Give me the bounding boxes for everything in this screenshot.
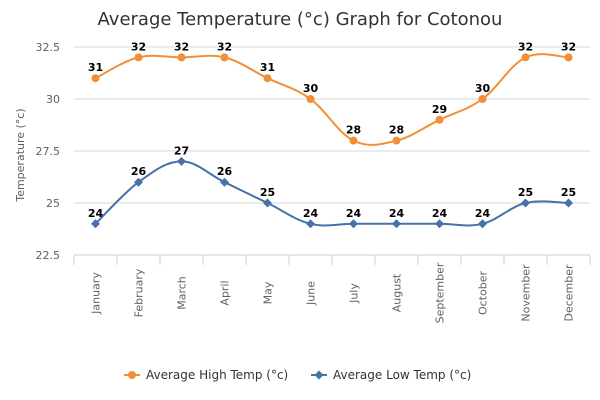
data-label: 26 xyxy=(217,165,233,178)
data-label: 31 xyxy=(260,61,275,74)
data-label: 32 xyxy=(174,40,189,53)
x-axis: January February March April May June July Augu… xyxy=(73,254,591,323)
data-label: 25 xyxy=(518,186,533,199)
series-high: 31 32 32 32 31 30 28 28 29 30 32 32 xyxy=(88,40,576,146)
data-point[interactable] xyxy=(134,53,143,62)
data-point[interactable] xyxy=(134,177,143,187)
data-point[interactable] xyxy=(177,53,186,62)
data-point[interactable] xyxy=(91,219,100,229)
x-tick-label: March xyxy=(176,276,189,310)
x-tick-label: July xyxy=(348,283,361,304)
data-label: 30 xyxy=(475,82,491,95)
data-point[interactable] xyxy=(263,198,272,208)
y-tick-label: 22.5 xyxy=(36,249,61,262)
data-point[interactable] xyxy=(435,219,444,229)
data-label: 24 xyxy=(475,207,491,220)
legend-marker[interactable] xyxy=(128,371,136,379)
data-point[interactable] xyxy=(306,95,315,103)
data-point[interactable] xyxy=(478,95,487,103)
data-point[interactable] xyxy=(478,219,487,229)
legend-marker[interactable] xyxy=(314,370,324,380)
x-tick-label: November xyxy=(520,264,533,322)
data-label: 24 xyxy=(389,207,405,220)
data-point[interactable] xyxy=(392,136,401,145)
x-tick-label: December xyxy=(563,264,576,322)
data-point[interactable] xyxy=(306,219,315,229)
data-point[interactable] xyxy=(220,177,229,187)
data-point[interactable] xyxy=(521,198,530,208)
legend-label: Average High Temp (°c) xyxy=(146,368,288,382)
data-label: 28 xyxy=(346,124,361,137)
data-point[interactable] xyxy=(392,219,401,229)
x-tick-label: October xyxy=(477,271,490,315)
series-low: 24 26 27 26 25 24 24 24 24 24 25 25 xyxy=(88,144,576,229)
data-label: 29 xyxy=(432,103,447,116)
data-label: 27 xyxy=(174,144,189,157)
data-point[interactable] xyxy=(263,74,272,83)
x-tick-label: August xyxy=(391,273,404,312)
x-tick-label: January xyxy=(90,272,103,315)
data-label: 32 xyxy=(131,40,146,53)
data-point[interactable] xyxy=(349,219,358,229)
data-label: 26 xyxy=(131,165,147,178)
data-label: 32 xyxy=(217,40,232,53)
data-label: 28 xyxy=(389,124,404,137)
legend-item-high[interactable]: Average High Temp (°c) xyxy=(124,368,288,382)
y-tick-label: 32.5 xyxy=(36,41,61,54)
grid xyxy=(74,46,590,256)
data-point[interactable] xyxy=(564,198,573,208)
data-label: 24 xyxy=(303,207,319,220)
y-tick-label: 27.5 xyxy=(36,145,61,158)
data-point[interactable] xyxy=(177,156,186,166)
data-point[interactable] xyxy=(349,136,358,145)
y-tick-label: 25 xyxy=(46,197,60,210)
data-label: 24 xyxy=(432,207,448,220)
y-axis: 22.5 25 27.5 30 32.5 xyxy=(36,41,61,262)
data-point[interactable] xyxy=(435,115,444,124)
y-axis-label: Temperature (°c) xyxy=(14,108,27,202)
data-label: 25 xyxy=(561,186,576,199)
legend-item-low[interactable]: Average Low Temp (°c) xyxy=(311,368,471,382)
x-tick-label: September xyxy=(434,262,447,323)
data-label: 25 xyxy=(260,186,275,199)
data-label: 31 xyxy=(88,61,103,74)
chart-title: Average Temperature (°c) Graph for Coton… xyxy=(98,9,503,30)
x-tick-label: May xyxy=(262,281,275,304)
data-label: 32 xyxy=(518,40,533,53)
data-point[interactable] xyxy=(91,74,100,83)
data-label: 32 xyxy=(561,40,576,53)
legend-label: Average Low Temp (°c) xyxy=(333,368,471,382)
data-label: 24 xyxy=(88,207,104,220)
series-line xyxy=(94,160,569,227)
data-label: 30 xyxy=(303,82,319,95)
x-tick-label: April xyxy=(219,280,232,305)
x-tick-label: June xyxy=(305,281,318,306)
x-tick-label: February xyxy=(133,268,146,317)
data-point[interactable] xyxy=(220,53,229,62)
legend[interactable]: Average High Temp (°c) Average Low Temp (… xyxy=(124,368,471,382)
data-point[interactable] xyxy=(521,53,530,62)
data-point[interactable] xyxy=(564,53,573,62)
data-label: 24 xyxy=(346,207,362,220)
y-tick-label: 30 xyxy=(46,93,60,106)
